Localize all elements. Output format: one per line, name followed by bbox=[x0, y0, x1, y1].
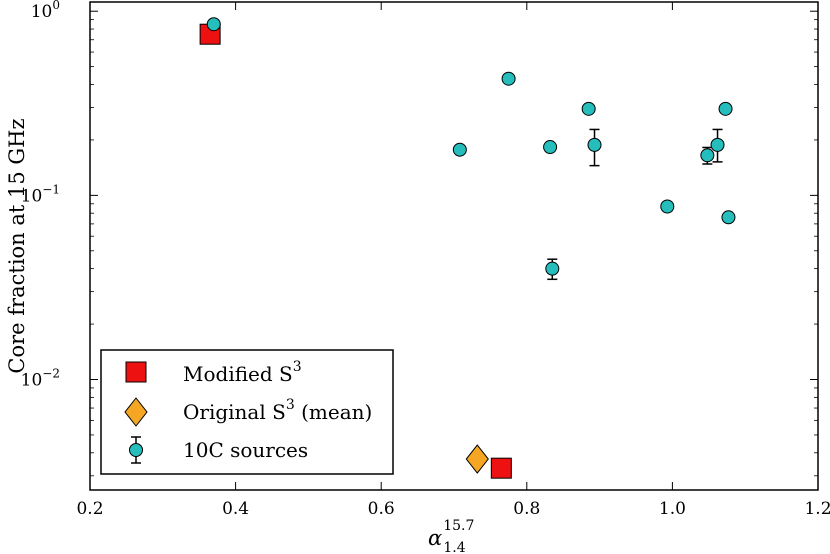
legend-label-10c-sources: 10C sources bbox=[183, 438, 308, 462]
data-point-10c-source bbox=[587, 137, 602, 152]
data-point-10c-source bbox=[206, 17, 221, 32]
axis-ticks bbox=[89, 2, 819, 490]
data-point-10c-source bbox=[545, 261, 560, 276]
x-tick-labels: 0.2 0.4 0.6 0.8 1.0 1.2 bbox=[76, 499, 830, 519]
x-tick-label: 1.0 bbox=[659, 499, 686, 519]
x-axis-title-sup: 15.7 bbox=[443, 518, 474, 534]
data-point-10c-source bbox=[718, 101, 733, 116]
x-tick-label: 0.4 bbox=[222, 499, 249, 519]
data-point-10c-source bbox=[581, 101, 596, 116]
data-point-10c-source bbox=[501, 71, 516, 86]
legend-label-modified-s3: Modified S3 bbox=[183, 359, 302, 386]
plot-points bbox=[199, 17, 736, 479]
data-point-10c-source bbox=[452, 142, 467, 157]
x-tick-label: 0.8 bbox=[513, 499, 540, 519]
x-tick-label: 0.2 bbox=[76, 499, 103, 519]
legend: Modified S3 Original S3 (mean) 10C sourc… bbox=[100, 349, 394, 475]
x-axis-title: α15.7 1.4 bbox=[428, 518, 474, 554]
data-point-10c-source bbox=[700, 148, 715, 163]
y-tick-label: 100 bbox=[31, 0, 60, 22]
x-tick-label: 1.2 bbox=[804, 499, 830, 519]
data-point-10c-source bbox=[543, 140, 558, 155]
data-point-original-s3 bbox=[465, 444, 489, 474]
legend-label-original-s3: Original S3 (mean) bbox=[183, 397, 372, 424]
legend-box bbox=[100, 349, 394, 475]
data-point-10c-source bbox=[660, 199, 675, 214]
x-axis-title-sub: 1.4 bbox=[443, 540, 465, 554]
y-tick-label: 10−1 bbox=[21, 182, 60, 206]
plot-area-frame bbox=[89, 1, 819, 491]
legend-marker-10c-sources bbox=[129, 436, 143, 464]
y-tick-labels: 100 10−1 10−2 bbox=[21, 0, 60, 391]
legend-marker-original-s3 bbox=[124, 397, 148, 427]
x-axis-title-base: α bbox=[428, 526, 442, 550]
data-point-10c-source bbox=[721, 210, 736, 225]
x-tick-label: 0.6 bbox=[368, 499, 395, 519]
legend-marker-modified-s3 bbox=[125, 361, 147, 383]
y-axis-title: Core fraction at 15 GHz bbox=[5, 118, 29, 373]
data-point-10c-source bbox=[710, 137, 725, 152]
data-point-modified-s3 bbox=[490, 457, 512, 479]
y-tick-label: 10−2 bbox=[21, 367, 60, 391]
